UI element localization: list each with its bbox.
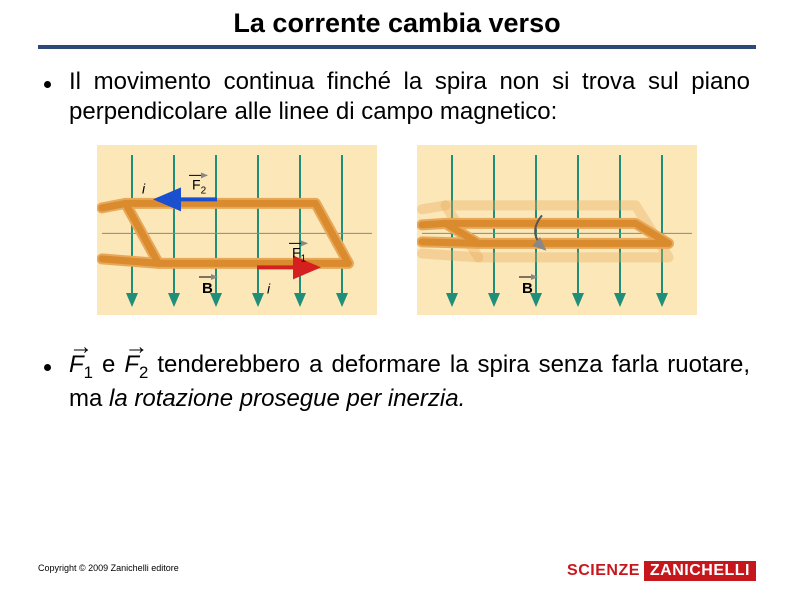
- logo: SCIENZE ZANICHELLI: [567, 561, 756, 581]
- bullet-text: →F1 e →F2 tenderebbero a deformare la sp…: [69, 350, 750, 414]
- diagram-left-svg: iiF2F1B: [97, 145, 377, 315]
- diagrams-row: iiF2F1B B: [44, 145, 750, 320]
- diagram-right: B: [417, 145, 697, 320]
- diagram-right-svg: B: [417, 145, 697, 315]
- title-area: La corrente cambia verso: [0, 0, 794, 49]
- logo-zanichelli: ZANICHELLI: [644, 561, 756, 581]
- page-title: La corrente cambia verso: [0, 8, 794, 39]
- bullet-marker: [44, 364, 51, 371]
- bullet-marker: [44, 81, 51, 88]
- content: Il movimento continua finché la spira no…: [0, 49, 794, 414]
- logo-scienze: SCIENZE: [567, 562, 640, 580]
- bullet-2: →F1 e →F2 tenderebbero a deformare la sp…: [44, 350, 750, 414]
- bullet-text: Il movimento continua finché la spira no…: [69, 67, 750, 127]
- svg-text:B: B: [522, 280, 533, 297]
- copyright: Copyright © 2009 Zanichelli editore: [38, 563, 179, 573]
- bullet-1: Il movimento continua finché la spira no…: [44, 67, 750, 127]
- diagram-left: iiF2F1B: [97, 145, 377, 320]
- svg-text:B: B: [202, 280, 213, 297]
